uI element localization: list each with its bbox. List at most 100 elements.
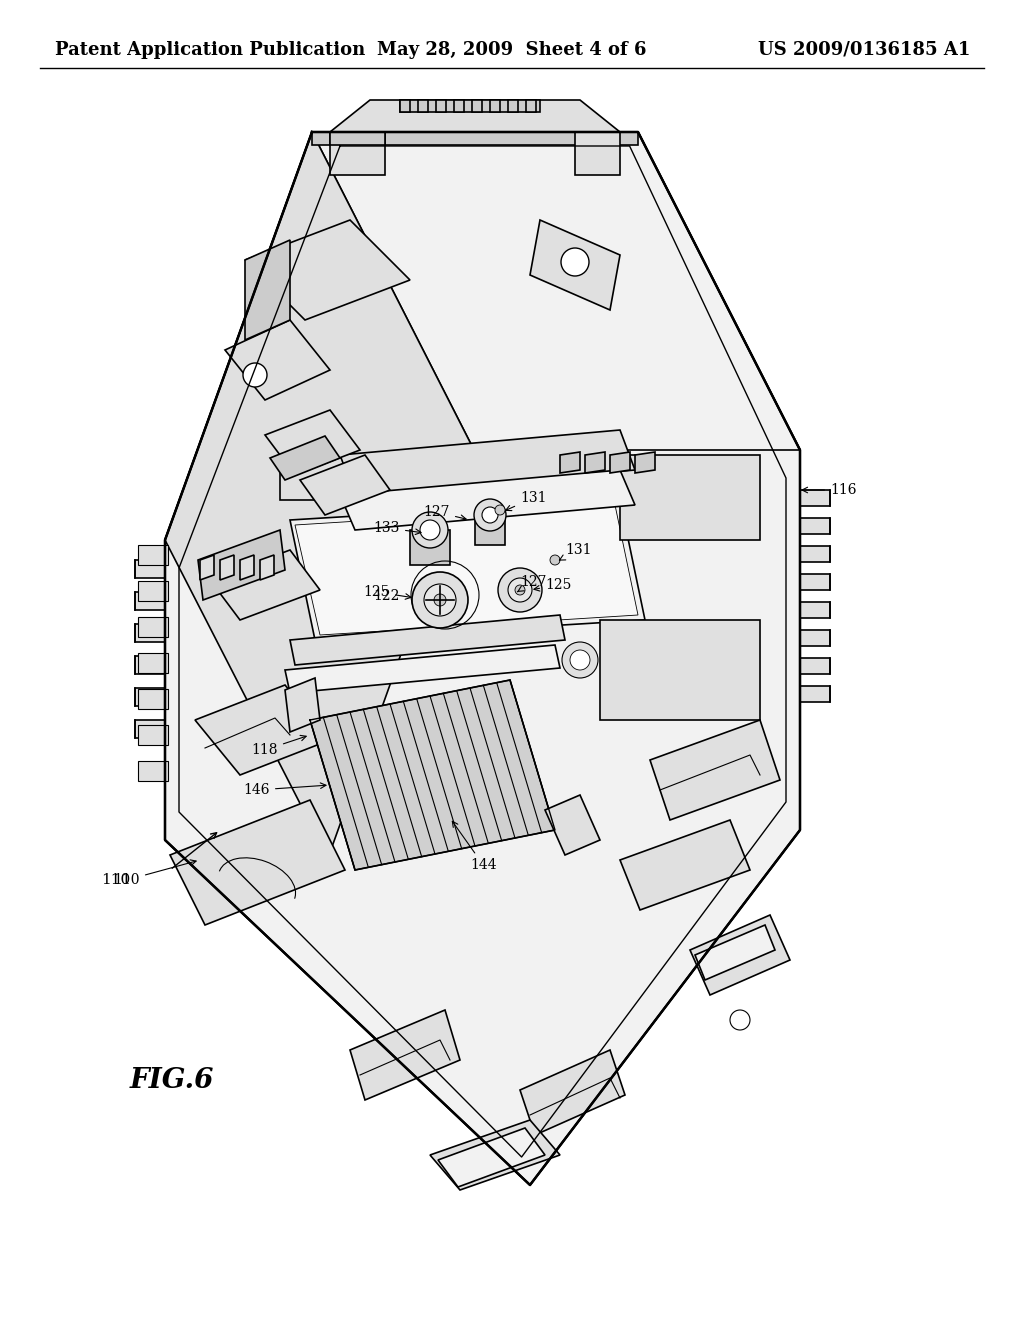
Text: 116: 116 xyxy=(802,483,856,498)
Polygon shape xyxy=(138,689,168,709)
Circle shape xyxy=(515,585,525,595)
Circle shape xyxy=(482,507,498,523)
Polygon shape xyxy=(340,430,635,495)
Polygon shape xyxy=(508,100,518,112)
Polygon shape xyxy=(520,1049,625,1135)
Circle shape xyxy=(412,512,449,548)
Polygon shape xyxy=(200,554,214,579)
Text: 133: 133 xyxy=(374,521,421,535)
Polygon shape xyxy=(560,451,580,473)
Polygon shape xyxy=(138,545,168,565)
Text: 144: 144 xyxy=(453,821,497,873)
Polygon shape xyxy=(138,616,168,638)
Text: 110: 110 xyxy=(100,873,130,887)
Polygon shape xyxy=(490,100,500,112)
Polygon shape xyxy=(526,100,536,112)
Polygon shape xyxy=(545,795,600,855)
Polygon shape xyxy=(135,624,165,642)
Polygon shape xyxy=(650,719,780,820)
Circle shape xyxy=(243,363,267,387)
Polygon shape xyxy=(475,515,505,545)
Polygon shape xyxy=(135,688,165,706)
Polygon shape xyxy=(165,132,800,1185)
Text: Patent Application Publication: Patent Application Publication xyxy=(55,41,366,59)
Polygon shape xyxy=(245,220,410,319)
Polygon shape xyxy=(290,615,565,665)
Polygon shape xyxy=(245,240,290,341)
Polygon shape xyxy=(330,100,620,132)
Polygon shape xyxy=(198,531,285,601)
Text: US 2009/0136185 A1: US 2009/0136185 A1 xyxy=(758,41,970,59)
Polygon shape xyxy=(285,645,560,693)
Polygon shape xyxy=(620,820,750,909)
Polygon shape xyxy=(312,132,800,450)
Polygon shape xyxy=(170,800,345,925)
Circle shape xyxy=(508,578,532,602)
Circle shape xyxy=(434,594,446,606)
Polygon shape xyxy=(295,506,638,635)
Polygon shape xyxy=(290,500,645,640)
Circle shape xyxy=(730,1010,750,1030)
Polygon shape xyxy=(265,411,360,475)
Circle shape xyxy=(562,642,598,678)
Polygon shape xyxy=(280,455,475,500)
Polygon shape xyxy=(312,132,638,145)
Polygon shape xyxy=(135,719,165,738)
Circle shape xyxy=(412,572,468,628)
Text: FIG.6: FIG.6 xyxy=(130,1067,214,1093)
Circle shape xyxy=(420,520,440,540)
Text: May 28, 2009  Sheet 4 of 6: May 28, 2009 Sheet 4 of 6 xyxy=(377,41,647,59)
Text: 125: 125 xyxy=(364,585,411,599)
Polygon shape xyxy=(400,100,410,112)
Polygon shape xyxy=(800,602,830,618)
Polygon shape xyxy=(135,560,165,578)
Polygon shape xyxy=(195,685,330,775)
Polygon shape xyxy=(330,132,385,145)
Polygon shape xyxy=(135,656,165,675)
Circle shape xyxy=(570,649,590,671)
Text: 122: 122 xyxy=(374,589,400,603)
Polygon shape xyxy=(438,1129,545,1187)
Polygon shape xyxy=(800,657,830,675)
Polygon shape xyxy=(260,554,274,579)
Text: 131: 131 xyxy=(559,543,592,560)
Circle shape xyxy=(495,506,505,515)
Text: 127: 127 xyxy=(424,506,466,520)
Circle shape xyxy=(474,499,506,531)
Text: 125: 125 xyxy=(534,578,571,591)
Polygon shape xyxy=(410,531,450,565)
Polygon shape xyxy=(436,100,446,112)
Polygon shape xyxy=(138,653,168,673)
Polygon shape xyxy=(350,1010,460,1100)
Polygon shape xyxy=(800,630,830,645)
Polygon shape xyxy=(225,319,330,400)
Text: 110: 110 xyxy=(114,859,197,887)
Polygon shape xyxy=(575,132,620,176)
Polygon shape xyxy=(300,455,390,515)
Polygon shape xyxy=(585,451,605,473)
Polygon shape xyxy=(472,100,482,112)
Polygon shape xyxy=(600,620,760,719)
Polygon shape xyxy=(800,686,830,702)
Polygon shape xyxy=(690,915,790,995)
Polygon shape xyxy=(310,680,555,870)
Circle shape xyxy=(424,583,456,616)
Polygon shape xyxy=(430,1119,560,1191)
Circle shape xyxy=(550,554,560,565)
Polygon shape xyxy=(635,451,655,473)
Polygon shape xyxy=(454,100,464,112)
Circle shape xyxy=(498,568,542,612)
Polygon shape xyxy=(620,455,760,540)
Polygon shape xyxy=(800,574,830,590)
Polygon shape xyxy=(138,581,168,601)
Polygon shape xyxy=(695,925,775,979)
Polygon shape xyxy=(340,470,635,531)
Polygon shape xyxy=(138,762,168,781)
Polygon shape xyxy=(165,132,474,858)
Polygon shape xyxy=(285,678,319,733)
Polygon shape xyxy=(800,517,830,535)
Circle shape xyxy=(561,248,589,276)
Text: 146: 146 xyxy=(244,783,326,797)
Polygon shape xyxy=(220,554,234,579)
Polygon shape xyxy=(418,100,428,112)
